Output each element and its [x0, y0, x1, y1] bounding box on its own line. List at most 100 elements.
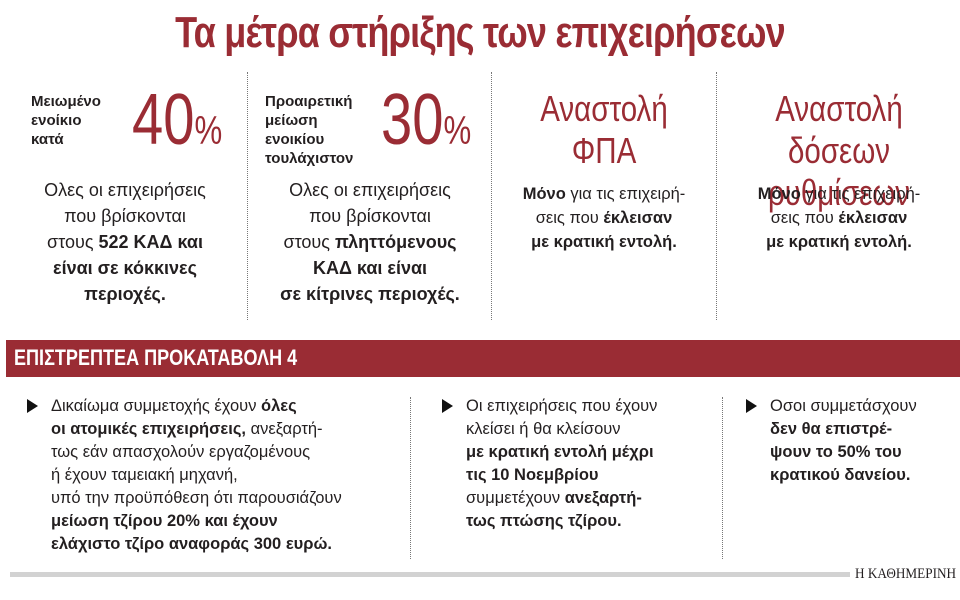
heading-line: Αναστολή	[540, 88, 668, 129]
text-line: είναι σε κόκκινες	[10, 255, 240, 281]
bold-text: τις 10 Νοεμβρίου	[466, 466, 599, 484]
plain-text: Ολες οι επιχειρήσεις	[289, 180, 451, 200]
plain-text: σεις που	[770, 209, 839, 227]
plain-text: ανεξαρτή-	[245, 420, 323, 438]
plain-text: τως εάν απασχολούν εργαζομένους	[51, 443, 311, 461]
column-divider	[716, 72, 717, 320]
heading-line: ρυθμίσεων	[767, 172, 911, 213]
lead-line: τουλάχιστον	[265, 150, 354, 167]
lead-line: Μειωμένο	[31, 93, 101, 110]
measure-description: Ολες οι επιχειρήσεις που βρίσκονται στους …	[10, 177, 240, 307]
plain-text: ή έχουν ταμειακή μηχανή,	[51, 466, 238, 484]
plain-text: υπό την προϋπόθεση ότι παρουσιάζουν	[51, 489, 342, 507]
plain-text: Δικαίωμα συμμετοχής έχουν	[51, 397, 262, 415]
plain-text: που βρίσκονται	[64, 206, 186, 226]
text-line: τως πτώσης τζίρου.	[466, 510, 716, 533]
text-line: με κρατική εντολή μέχρι	[466, 441, 716, 464]
bold-text: 522 ΚΑΔ και	[98, 232, 203, 252]
text-line: Μόνο για τις επιχειρή-	[722, 182, 956, 206]
measure-heading: Αναστολή ΦΠΑ	[515, 88, 692, 172]
section-banner: ΕΠΙΣΤΡΕΠΤΕΑ ΠΡΟΚΑΤΑΒΟΛΗ 4	[6, 340, 960, 377]
heading-line: Αναστολή δόσεων	[775, 88, 903, 171]
bold-text: μείωση τζίρου 20% και έχουν	[51, 512, 278, 530]
heading-line: ΦΠΑ	[571, 130, 637, 171]
bold-text: έκλεισαν	[838, 209, 908, 227]
big-number: 30	[381, 80, 444, 160]
bold-text: ΚΑΔ και είναι	[312, 258, 428, 278]
big-percentage: 40%	[132, 84, 222, 167]
text-line: Οι επιχειρήσεις που έχουν	[466, 395, 716, 418]
lead-line: μείωση	[265, 112, 318, 129]
bold-text: περιοχές.	[84, 284, 166, 304]
text-line: στους 522 ΚΑΔ και	[10, 229, 240, 255]
banner-label: ΕΠΙΣΤΡΕΠΤΕΑ ΠΡΟΚΑΤΑΒΟΛΗ 4	[14, 345, 298, 370]
text-line: μείωση τζίρου 20% και έχουν	[51, 510, 406, 533]
text-line: υπό την προϋπόθεση ότι παρουσιάζουν	[51, 487, 406, 510]
text-line: Δικαίωμα συμμετοχής έχουν όλες	[51, 395, 406, 418]
plain-text: σεις που	[535, 209, 604, 227]
bullet-text: Οσοι συμμετάσχουν δεν θα επιστρέ-ψουν το …	[770, 395, 955, 487]
bullet-arrow-icon	[27, 399, 38, 413]
bold-text: ψουν το 50% του	[770, 443, 902, 461]
bullet-text: Οι επιχειρήσεις που έχουν κλείσει ή θα κλ…	[466, 395, 716, 533]
text-line: σεις που έκλεισαν	[496, 206, 712, 230]
column-divider	[491, 72, 492, 320]
text-line: σε κίτρινες περιοχές.	[252, 281, 488, 307]
text-line: σεις που έκλεισαν	[722, 206, 956, 230]
text-line: τως εάν απασχολούν εργαζομένους	[51, 441, 406, 464]
bullet-arrow-icon	[746, 399, 757, 413]
plain-text: Ολες οι επιχειρήσεις	[44, 180, 206, 200]
text-line: οι ατομικές επιχειρήσεις, ανεξαρτή-	[51, 418, 406, 441]
text-line: Ολες οι επιχειρήσεις	[252, 177, 488, 203]
lead-line: κατά	[31, 131, 64, 148]
text-line: ψουν το 50% του	[770, 441, 955, 464]
bold-text: με κρατική εντολή μέχρι	[466, 443, 654, 461]
bold-text: Μόνο	[522, 185, 566, 203]
plain-text: για τις επιχειρή-	[800, 185, 921, 203]
text-line: Οσοι συμμετάσχουν	[770, 395, 955, 418]
bold-text: Μόνο	[757, 185, 801, 203]
footer-rule	[10, 572, 850, 577]
bold-text: ανεξαρτή-	[564, 489, 642, 507]
text-line: που βρίσκονται	[10, 203, 240, 229]
text-line: δεν θα επιστρέ-	[770, 418, 955, 441]
plain-text: Οσοι συμμετάσχουν	[770, 397, 917, 415]
bold-text: με κρατική εντολή.	[766, 233, 912, 251]
measure-heading: Αναστολή δόσεων ρυθμίσεων	[740, 88, 938, 214]
text-line: ΚΑΔ και είναι	[252, 255, 488, 281]
measure-lead-text: Προαιρετική μείωση ενοικίου τουλάχιστον	[265, 92, 353, 168]
bold-text: με κρατική εντολή.	[531, 233, 677, 251]
column-divider	[247, 72, 248, 320]
plain-text: που βρίσκονται	[309, 206, 431, 226]
lead-line: Προαιρετική	[265, 93, 353, 110]
measure-description: Μόνο για τις επιχειρή-σεις που έκλεισαν μ…	[496, 182, 712, 254]
bold-text: ελάχιστο τζίρο αναφοράς 300 ευρώ.	[51, 535, 332, 553]
lead-line: ενοίκιο	[31, 112, 82, 129]
text-line: τις 10 Νοεμβρίου	[466, 464, 716, 487]
text-line: που βρίσκονται	[252, 203, 488, 229]
column-divider	[722, 397, 723, 559]
text-line: στους πληττόμενους	[252, 229, 488, 255]
publisher-brand: Η ΚΑΘΗΜΕΡΙΝΗ	[855, 566, 957, 582]
big-number: 40	[132, 80, 195, 160]
plain-text: συμμετέχουν	[466, 489, 565, 507]
measure-lead-text: Μειωμένο ενοίκιο κατά	[31, 92, 101, 149]
bold-text: κρατικού δανείου.	[770, 466, 911, 484]
text-line: κρατικού δανείου.	[770, 464, 955, 487]
percent-sign: %	[443, 109, 472, 153]
bold-text: πληττόμενους	[334, 232, 457, 252]
lead-line: ενοικίου	[265, 131, 325, 148]
bold-text: οι ατομικές επιχειρήσεις,	[51, 420, 246, 438]
measure-description: Ολες οι επιχειρήσεις που βρίσκονται στους …	[252, 177, 488, 307]
bold-text: τως πτώσης τζίρου.	[466, 512, 622, 530]
plain-text: Οι επιχειρήσεις που έχουν	[466, 397, 658, 415]
bullet-arrow-icon	[442, 399, 453, 413]
text-line: περιοχές.	[10, 281, 240, 307]
bold-text: δεν θα επιστρέ-	[770, 420, 893, 438]
text-line: κλείσει ή θα κλείσουν	[466, 418, 716, 441]
plain-text: κλείσει ή θα κλείσουν	[466, 420, 621, 438]
measure-description: Μόνο για τις επιχειρή-σεις που έκλεισαν μ…	[722, 182, 956, 254]
column-divider	[410, 397, 411, 559]
plain-text: στους	[283, 232, 335, 252]
percent-sign: %	[194, 109, 223, 153]
